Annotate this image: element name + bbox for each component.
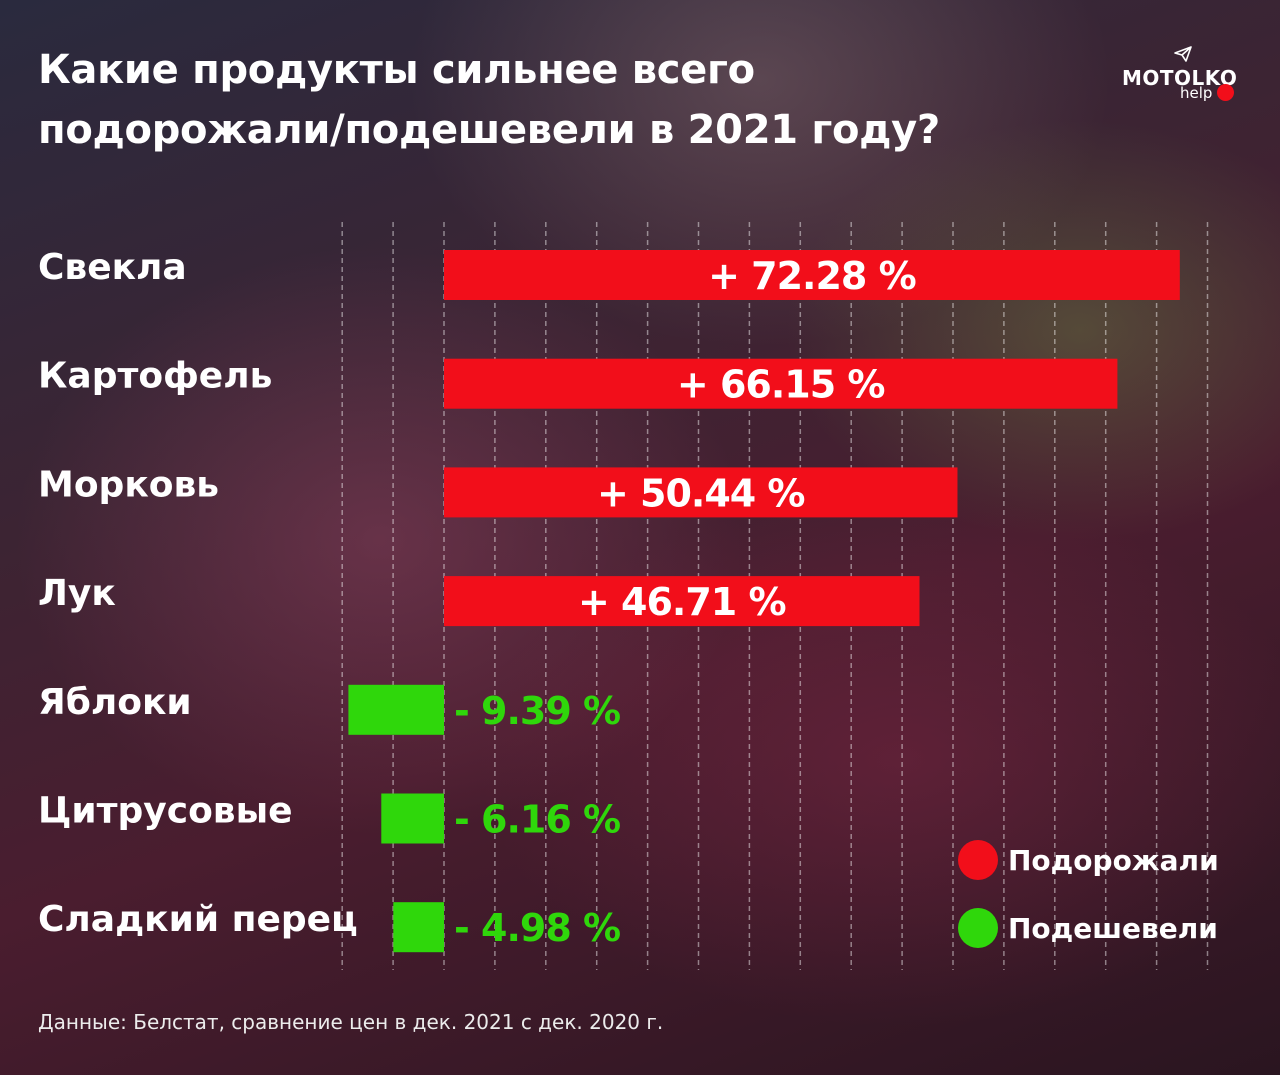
bar [444, 250, 1180, 300]
title-line-1: Какие продукты сильнее всего [38, 47, 755, 93]
category-label: Яблоки [38, 682, 192, 723]
title-line-2: подорожали/подешевели в 2021 году? [38, 107, 940, 153]
logo-name: MOTOLKO [1122, 66, 1238, 90]
data-source-note: Данные: Белстат, сравнение цен в дек. 20… [38, 1010, 664, 1034]
bar [393, 902, 444, 953]
legend-label-down: Подешевели [1008, 912, 1218, 945]
category-label: Лук [38, 573, 116, 614]
value-label: + 46.71 % [578, 580, 786, 624]
value-label: + 66.15 % [677, 363, 885, 407]
bar [444, 358, 1118, 409]
category-label: Картофель [38, 356, 272, 397]
labels: Свекла + 72.28 % Картофель + 66.15 % Морковь… [38, 247, 917, 950]
value-label: - 6.16 % [454, 798, 620, 842]
logo-sub: help [1180, 84, 1213, 102]
value-label: + 50.44 % [597, 471, 805, 515]
paper-plane-icon [1174, 46, 1192, 62]
category-label: Цитрусовые [38, 791, 293, 832]
legend-dot-up [958, 840, 998, 880]
legend-label-up: Подорожали [1008, 844, 1219, 877]
bars [348, 250, 1180, 953]
category-label: Свекла [38, 247, 187, 288]
logo-dot [1217, 84, 1234, 101]
category-label: Сладкий перец [38, 899, 358, 940]
motolko-logo: MOTOLKO help [1122, 46, 1252, 106]
bar [444, 576, 920, 627]
legend-dot-down [958, 908, 998, 948]
value-label: - 9.39 % [454, 689, 620, 733]
bar [444, 467, 958, 518]
value-label: - 4.98 % [454, 906, 620, 950]
chart-title: Какие продукты сильнее всего подорожали/… [38, 40, 940, 160]
bar [381, 793, 444, 844]
value-label: + 72.28 % [708, 254, 916, 298]
bar [348, 684, 444, 735]
category-label: Морковь [38, 464, 219, 505]
